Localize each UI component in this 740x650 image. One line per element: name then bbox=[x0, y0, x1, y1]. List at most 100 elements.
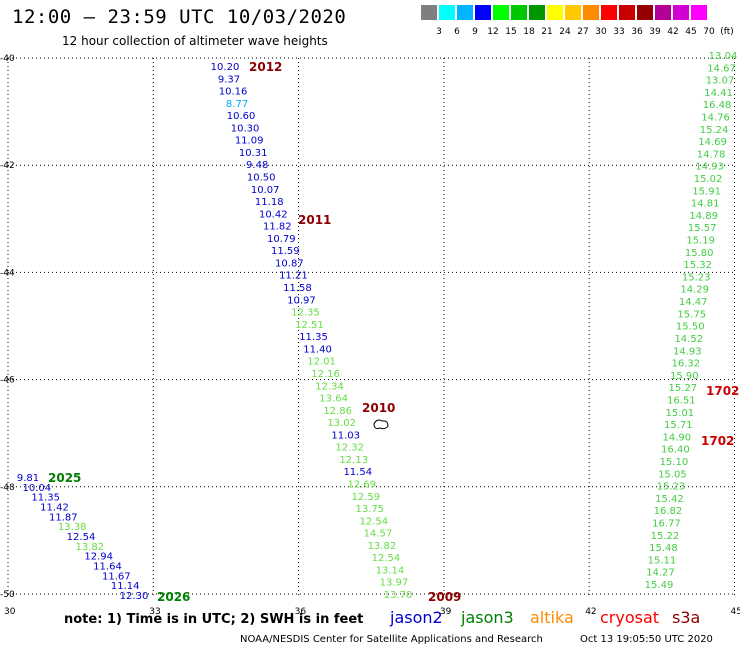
altimeter-value: 16.51 bbox=[667, 395, 696, 406]
credit-line: NOAA/NESDIS Center for Satellite Applica… bbox=[240, 634, 543, 645]
jason2-value: 11.03 bbox=[331, 430, 360, 441]
jason2-value: 13.82 bbox=[368, 541, 397, 552]
track-id: 1702 bbox=[706, 384, 739, 398]
jason3-value: 11.42 bbox=[40, 503, 69, 514]
altimeter-value: 15.80 bbox=[685, 248, 714, 259]
scale-label: 15 bbox=[505, 27, 517, 37]
scale-label: 9 bbox=[472, 27, 478, 37]
jason2-value: 11.09 bbox=[235, 136, 264, 147]
satellite-legend-item: jason2 bbox=[390, 608, 443, 627]
generation-timestamp: Oct 13 19:05:50 UTC 2020 bbox=[580, 634, 713, 645]
scale-label: 30 bbox=[595, 27, 607, 37]
scale-label: 27 bbox=[577, 27, 589, 37]
altimeter-value: 15.19 bbox=[686, 236, 715, 247]
jason2-value: 10.97 bbox=[287, 295, 316, 306]
jason2-value: 12.54 bbox=[372, 553, 401, 564]
altimeter-value: 15.91 bbox=[692, 186, 721, 197]
scale-label: 6 bbox=[454, 27, 460, 37]
jason3-value: 11.87 bbox=[49, 512, 78, 523]
scale-label: 24 bbox=[559, 27, 571, 37]
altimeter-value: 14.69 bbox=[698, 137, 727, 148]
longitude-label: 30 bbox=[4, 607, 16, 617]
axis-labels: 30 33 36 39 42 45 -40 -42 -44 -46 -48 -50 bbox=[0, 54, 740, 617]
jason2-value: 11.35 bbox=[299, 332, 328, 343]
altimeter-value: 15.50 bbox=[676, 322, 705, 333]
satellite-legend-item: cryosat bbox=[600, 608, 660, 627]
altimeter-value: 13.04 bbox=[709, 51, 738, 62]
latitude-label: -50 bbox=[0, 590, 15, 600]
jason3-value: 13.38 bbox=[58, 522, 87, 533]
coastline-island bbox=[373, 419, 389, 430]
altimeter-value: 15.10 bbox=[660, 457, 689, 468]
longitude-label: 42 bbox=[585, 607, 596, 617]
scale-swatch bbox=[691, 5, 707, 20]
altimeter-value: 14.27 bbox=[646, 568, 675, 579]
jason2-value: 10.20 bbox=[211, 62, 240, 73]
jason2-value: 11.82 bbox=[263, 222, 292, 233]
scale-label: 18 bbox=[523, 27, 535, 37]
jason2-value: 13.70 bbox=[384, 590, 413, 601]
jason2-value: 10.30 bbox=[231, 123, 260, 134]
altimeter-value: 15.57 bbox=[688, 223, 717, 234]
scale-swatch bbox=[493, 5, 509, 20]
altimeter-value: 15.05 bbox=[658, 469, 687, 480]
altimeter-value: 14.29 bbox=[680, 285, 709, 296]
scale-swatch bbox=[511, 5, 527, 20]
scale-swatch bbox=[547, 5, 563, 20]
jason3-value: 12.54 bbox=[67, 532, 96, 543]
scale-swatch bbox=[673, 5, 689, 20]
altimeter-value: 14.52 bbox=[674, 334, 703, 345]
jason2-value: 11.58 bbox=[283, 283, 312, 294]
jason2-value: 12.69 bbox=[347, 479, 376, 490]
jason3-value: 11.67 bbox=[102, 571, 131, 582]
jason2-value: 10.16 bbox=[219, 87, 248, 98]
jason2-value: 10.87 bbox=[275, 258, 304, 269]
jason2-value: 11.59 bbox=[271, 246, 300, 257]
altimeter-value: 15.01 bbox=[666, 408, 695, 419]
jason2-value: 12.51 bbox=[295, 320, 324, 331]
jason2-value: 9.37 bbox=[218, 74, 240, 85]
latitude-label: -42 bbox=[0, 161, 15, 171]
scale-label: (ft) bbox=[720, 27, 734, 37]
lat-lon-grid bbox=[7, 57, 735, 597]
scale-swatch bbox=[457, 5, 473, 20]
altimeter-value: 16.40 bbox=[661, 445, 690, 456]
altimeter-value: 14.76 bbox=[701, 113, 730, 124]
latitude-label: -44 bbox=[0, 268, 15, 278]
altimeter-value: 14.93 bbox=[695, 162, 724, 173]
jason3-value: 11.14 bbox=[111, 581, 140, 592]
jason2-value: 11.40 bbox=[303, 344, 332, 355]
jason2-value: 12.59 bbox=[351, 492, 380, 503]
jason2-value: 13.64 bbox=[319, 394, 348, 405]
altimeter-value: 15.75 bbox=[677, 309, 706, 320]
scale-swatch bbox=[637, 5, 653, 20]
altimeter-value: 14.89 bbox=[689, 211, 718, 222]
jason2-value: 12.54 bbox=[360, 516, 389, 527]
scale-swatch bbox=[475, 5, 491, 20]
jason2-value: 13.75 bbox=[356, 504, 385, 515]
jason2-value: 10.42 bbox=[259, 209, 288, 220]
scale-swatch bbox=[439, 5, 455, 20]
altimeter-value: 14.81 bbox=[691, 199, 720, 210]
track-id: 2011 bbox=[298, 213, 331, 227]
altimeter-value: 14.41 bbox=[704, 88, 733, 99]
latitude-label: -40 bbox=[0, 54, 15, 64]
jason2-value: 10.31 bbox=[239, 148, 268, 159]
altimeter-value: 16.32 bbox=[671, 359, 700, 370]
satellite-legend-item: s3a bbox=[672, 608, 701, 627]
altimeter-value: 15.24 bbox=[700, 125, 729, 136]
scale-swatch bbox=[421, 5, 437, 20]
longitude-label: 39 bbox=[440, 607, 452, 617]
jason3-value: 9.81 bbox=[17, 473, 39, 484]
jason2-value: 10.60 bbox=[227, 111, 256, 122]
satellite-legend-item: jason3 bbox=[461, 608, 514, 627]
scale-swatch bbox=[619, 5, 635, 20]
scale-swatch bbox=[529, 5, 545, 20]
jason2-value: 12.13 bbox=[339, 455, 368, 466]
latitude-label: -48 bbox=[0, 483, 15, 493]
jason2-value: 11.54 bbox=[343, 467, 372, 478]
jason2-value: 11.18 bbox=[255, 197, 284, 208]
altimeter-value: 15.02 bbox=[694, 174, 723, 185]
jason2-value: 14.57 bbox=[364, 529, 393, 540]
